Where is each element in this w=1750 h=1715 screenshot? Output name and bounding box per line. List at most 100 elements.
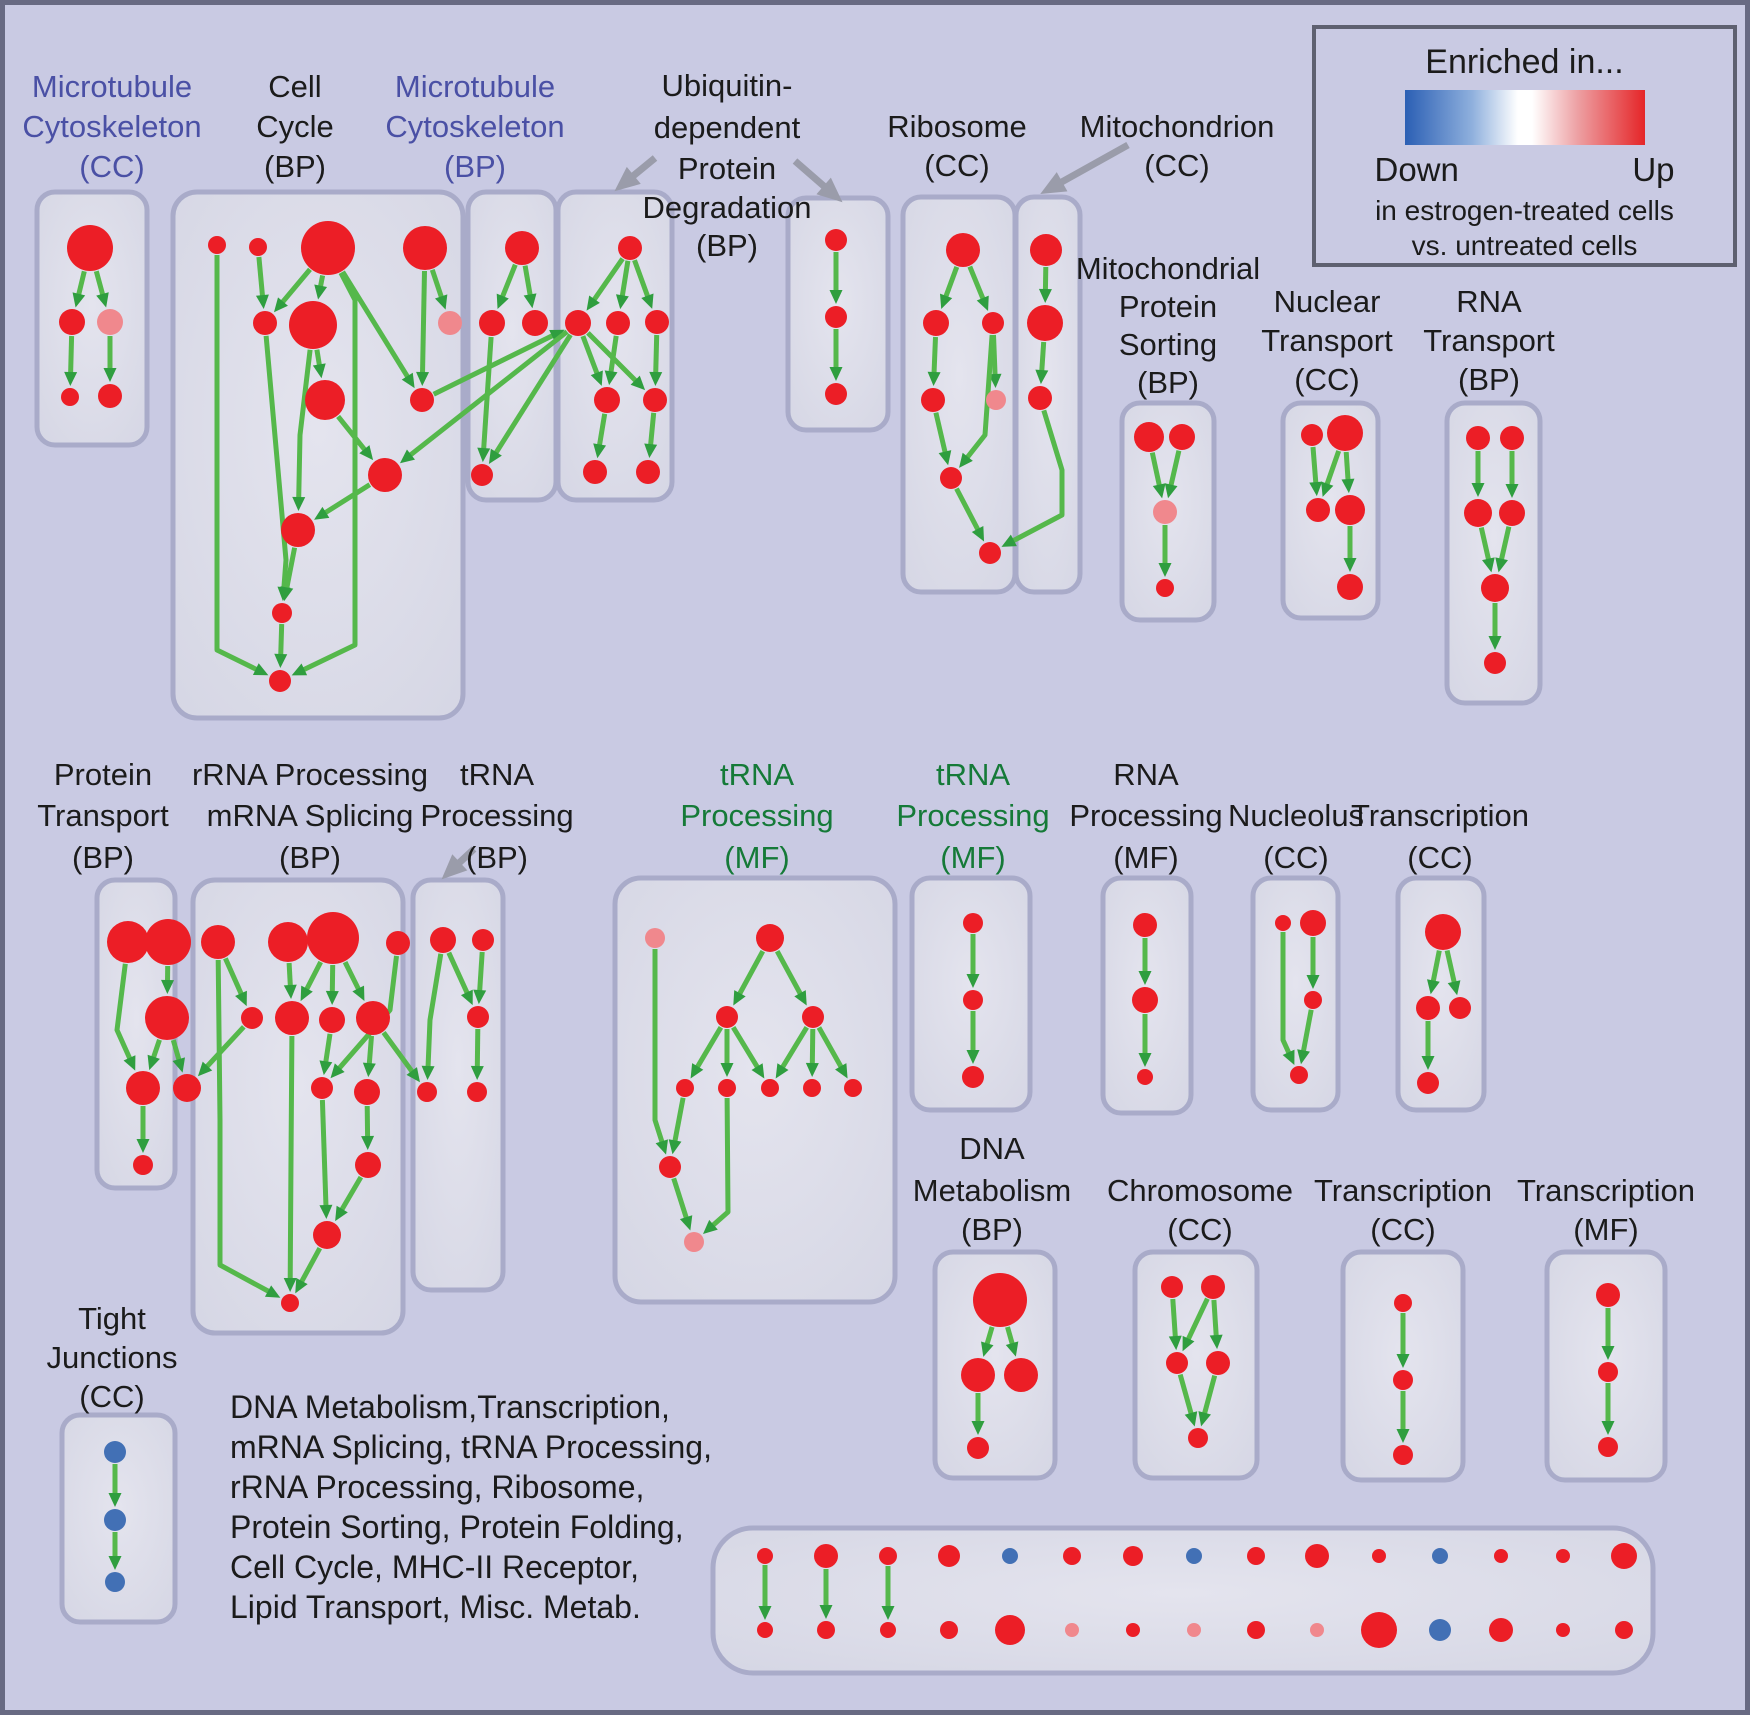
go-edge-ubiquitin-deg-bp <box>649 334 663 386</box>
go-edge-rrna-mrna-bp <box>295 1247 322 1294</box>
go-term-node-red <box>59 309 85 335</box>
go-edge-rrna-mrna-bp <box>215 959 281 1298</box>
go-term-node-red <box>208 236 226 254</box>
go-term-node-blue <box>105 1572 125 1592</box>
cluster-label-ubiquitin-deg-bp: Protein <box>678 151 776 186</box>
cluster-label-microtubule-bp: Cytoskeleton <box>385 109 564 144</box>
go-term-node-pink <box>684 1232 704 1252</box>
go-term-node-red <box>145 919 191 965</box>
cluster-label-ubiquitin-deg-bp: (BP) <box>696 228 758 263</box>
go-term-node-red <box>313 1221 341 1249</box>
go-term-node-blue <box>104 1441 126 1463</box>
go-edge-cross <box>1001 409 1065 547</box>
go-term-node-red <box>645 310 669 334</box>
go-term-node-red <box>825 229 847 251</box>
go-term-node-red <box>1305 1544 1329 1568</box>
relation-edges <box>64 252 1615 1620</box>
cluster-label-trna-processing-mf-2: (MF) <box>940 840 1005 875</box>
go-term-node-red <box>1290 1066 1308 1084</box>
go-edge-cell-cycle-bp <box>291 271 358 676</box>
cluster-box-trna-processing-mf-1 <box>612 875 898 1305</box>
cluster-label-nucleolus-cc: (CC) <box>1263 840 1328 875</box>
go-term-node-red <box>430 927 456 953</box>
cluster-label-cell-cycle-bp: Cell <box>268 69 321 104</box>
go-term-node-red <box>1133 913 1157 937</box>
cluster-label-rna-transport-bp: Transport <box>1423 323 1555 358</box>
go-term-node-red <box>467 1006 489 1028</box>
go-term-node-red <box>1304 991 1322 1009</box>
label-pointer-arrows <box>441 141 1130 880</box>
cluster-label-cell-cycle-bp: (BP) <box>264 149 326 184</box>
go-edge-ubiquitin-deg-bp <box>586 257 625 311</box>
cluster-label-trna-processing-bp: Processing <box>420 798 573 833</box>
go-edge-rrna-mrna-bp <box>197 1025 246 1077</box>
cluster-label-rna-processing-mf: (MF) <box>1113 840 1178 875</box>
go-edge-cell-cycle-bp <box>336 414 374 461</box>
cluster-label-chromosome-cc: Chromosome <box>1107 1173 1293 1208</box>
cluster-label-rrna-mrna-bp: mRNA Splicing <box>207 798 414 833</box>
go-edge-chromosome-cc <box>1182 1297 1210 1352</box>
go-edge-rrna-mrna-bp <box>319 1099 333 1219</box>
go-term-node-red <box>307 912 359 964</box>
go-edge-cell-cycle-bp <box>273 267 312 313</box>
go-edge-cell-cycle-bp <box>429 269 448 310</box>
go-edge-trna-processing-mf-1 <box>805 1028 819 1077</box>
cluster-label-microtubule-bp: (BP) <box>444 149 506 184</box>
go-edge-ribosome-cc <box>954 487 985 542</box>
go-term-node-blue <box>1002 1548 1018 1564</box>
go-edge-cell-cycle-bp <box>340 270 415 389</box>
cluster-label-tight-junctions-cc: (CC) <box>79 1379 144 1414</box>
go-edge-rrna-mrna-bp <box>330 955 399 1079</box>
go-term-node-pink <box>986 390 1006 410</box>
go-term-node-red <box>1123 1546 1143 1566</box>
go-term-node-pink <box>1065 1623 1079 1637</box>
go-term-node-red <box>1004 1358 1038 1392</box>
go-term-node-red <box>1027 305 1063 341</box>
go-term-node-red <box>268 922 308 962</box>
cluster-label-nucleolus-cc: Nucleolus <box>1228 798 1364 833</box>
cluster-label-dna-metabolism-bp: DNA <box>959 1131 1025 1166</box>
go-term-node-pink <box>97 309 123 335</box>
go-edge-transcription-cc-top <box>1427 950 1442 995</box>
cluster-label-mitochondrion-cc: Mitochondrion <box>1080 109 1275 144</box>
misc-group-text-line: DNA Metabolism,Transcription, <box>230 1389 670 1425</box>
go-term-node-red <box>963 990 983 1010</box>
go-term-node-red <box>471 464 493 486</box>
misc-group-text-line: Protein Sorting, Protein Folding, <box>230 1509 684 1545</box>
go-term-node-red <box>311 1077 333 1099</box>
cluster-box-chromosome-cc <box>1132 1249 1260 1481</box>
label-pointer-arrow <box>614 155 658 192</box>
go-term-node-red <box>281 1294 299 1312</box>
cluster-label-mito-protein-sorting-bp: Mitochondrial <box>1076 251 1260 286</box>
go-edge-cell-cycle-bp <box>292 349 313 511</box>
go-term-node-red <box>1166 1352 1188 1374</box>
go-edge-trna-processing-mf-1 <box>702 1097 731 1235</box>
cluster-box-misc-metab-group <box>710 1525 1656 1676</box>
go-edge-nuclear-transport-cc <box>1321 450 1342 497</box>
go-edge-microtubule-cc <box>64 335 78 386</box>
go-term-node-red <box>272 603 292 623</box>
go-term-node-blue <box>1432 1548 1448 1564</box>
go-term-node-red <box>269 670 291 692</box>
go-edge-microtubule-cc <box>93 270 109 308</box>
go-edge-ubiquitin-deg-bp <box>615 260 631 310</box>
go-term-node-red <box>107 921 149 963</box>
cluster-label-mitochondrion-cc: (CC) <box>1144 148 1209 183</box>
go-term-node-red <box>923 310 949 336</box>
go-term-node-red <box>1275 915 1291 931</box>
go-edge-trna-processing-mf-1 <box>731 1026 765 1079</box>
go-edge-cross <box>432 329 565 397</box>
go-edge-trna-processing-mf-1 <box>816 1026 848 1079</box>
cluster-label-trna-processing-mf-1: Processing <box>680 798 833 833</box>
go-term-node-red <box>643 388 667 412</box>
cluster-label-transcription-mf: Transcription <box>1517 1173 1695 1208</box>
go-term-node-red <box>472 929 494 951</box>
go-term-node-red <box>618 236 642 260</box>
go-edge-chromosome-cc <box>1198 1374 1218 1427</box>
misc-group-text-line: Lipid Transport, Misc. Metab. <box>230 1589 641 1625</box>
go-edge-ribosome-cc <box>927 336 941 386</box>
cluster-label-ribosome-cc: Ribosome <box>887 109 1027 144</box>
go-term-node-red <box>676 1079 694 1097</box>
color-legend: Enriched in... Down Up in estrogen-treat… <box>1312 25 1737 267</box>
go-term-node-red <box>126 1071 160 1105</box>
